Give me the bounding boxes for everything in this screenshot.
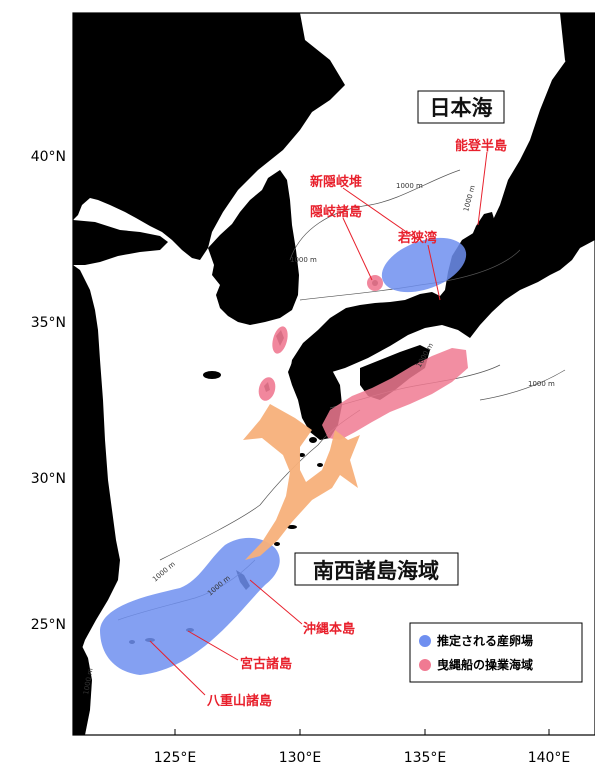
depth-label: 1000 m: [396, 182, 423, 190]
fishing-area-oki: [367, 275, 383, 291]
label-okinawa: 沖縄本島: [303, 621, 355, 637]
depth-label: 1000 m: [528, 380, 555, 388]
nansei-label: 南西諸島海域: [313, 559, 439, 583]
lon-tick-140: 140°E: [528, 750, 571, 766]
lat-tick-35: 35°N: [31, 315, 66, 331]
legend: 推定される産卵場 曳縄船の操業海域: [409, 622, 583, 683]
spawning-area-wakasa: [381, 237, 467, 293]
label-wakasa: 若狭湾: [397, 230, 437, 246]
legend-label-fishing: 曳縄船の操業海域: [437, 657, 533, 672]
label-shin-oki: 新隠岐堆: [310, 174, 362, 190]
map-frame: [72, 12, 595, 736]
lon-tick-125: 125°E: [154, 750, 197, 766]
spawning-area-nansei: [100, 537, 280, 675]
fishing-area-main: [322, 348, 468, 440]
land-jeju: [203, 371, 221, 379]
land-korea: [208, 170, 299, 325]
land-shandong: [73, 220, 168, 265]
land-noto: [470, 212, 495, 240]
legend-swatch-fishing: [419, 659, 431, 671]
label-miyako: 宮古諸島: [240, 656, 292, 672]
nansei-box: [294, 552, 459, 586]
leader-lines: [149, 151, 488, 696]
land-mainland: [73, 13, 345, 670]
lon-tick-135: 135°E: [404, 750, 447, 766]
migration-arrow: [243, 404, 360, 560]
lat-tick-30: 30°N: [31, 471, 66, 487]
sea-of-japan-label: 日本海: [430, 96, 493, 120]
land-taiwan: [73, 642, 92, 735]
land-honshu: [290, 30, 595, 378]
lon-tick-130: 130°E: [279, 750, 322, 766]
fishing-area-tsushima: [272, 326, 288, 354]
legend-box: [409, 622, 583, 683]
legend-label-spawning: 推定される産卵場: [437, 633, 533, 648]
axis-ticks: [73, 155, 550, 735]
sea-of-japan-box: [417, 90, 505, 124]
lat-tick-40: 40°N: [31, 149, 66, 165]
depth-label: 1000 m: [290, 256, 317, 264]
lat-tick-25: 25°N: [31, 617, 66, 633]
label-yaeyama: 八重山諸島: [206, 693, 272, 709]
label-oki: 隠岐諸島: [310, 204, 362, 220]
fishing-area-iki: [258, 377, 276, 401]
legend-swatch-spawning: [419, 635, 431, 647]
label-noto: 能登半島: [455, 138, 507, 154]
